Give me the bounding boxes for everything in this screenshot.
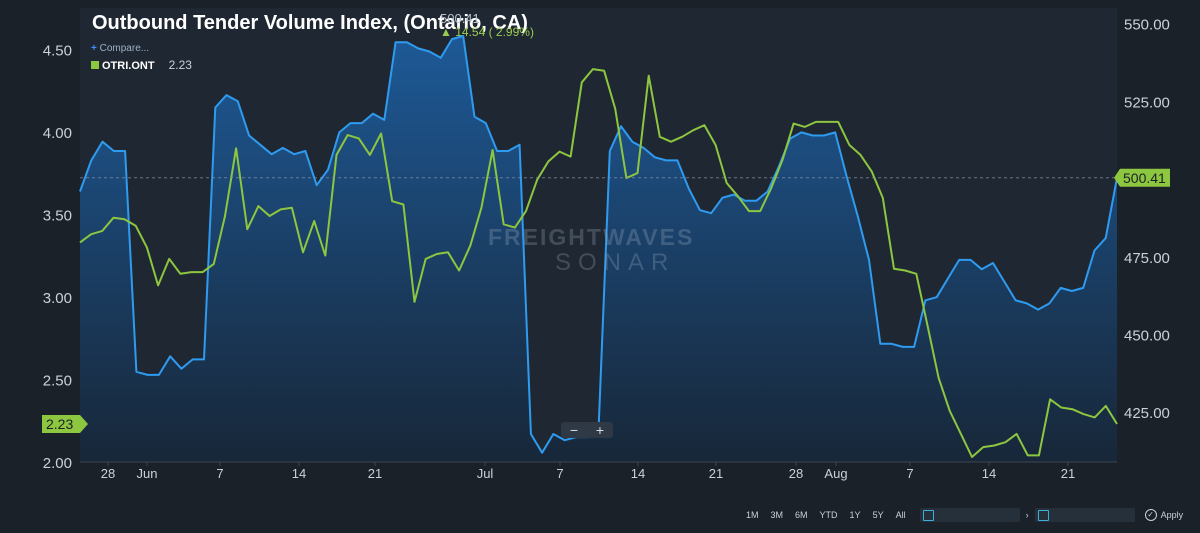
- range-1m-button[interactable]: 1M: [746, 510, 759, 520]
- x-axis-tick-label: 7: [906, 466, 913, 481]
- apply-label: Apply: [1160, 510, 1184, 520]
- left-axis-tick-label: 2.50: [43, 372, 72, 389]
- left-axis-tick-label: 2.00: [43, 455, 72, 472]
- current-price: 500.41: [440, 11, 480, 26]
- x-axis-tick-label: 14: [292, 466, 306, 481]
- price-change: ▲ 14.54 ( 2.99%): [440, 25, 534, 39]
- zoom-out-button[interactable]: −: [569, 422, 579, 438]
- x-axis-tick-label: 21: [368, 466, 382, 481]
- check-icon: ✓: [1144, 509, 1157, 521]
- range-5y-button[interactable]: 5Y: [872, 510, 884, 520]
- range-all-button[interactable]: All: [895, 510, 906, 520]
- left-axis-tick-label: 4.50: [43, 42, 72, 59]
- legend-series-label: OTRI.ONT: [102, 60, 155, 72]
- x-axis-tick-label: 28: [789, 466, 803, 481]
- compare-button[interactable]: + Compare...: [91, 43, 149, 54]
- watermark-line1: FREIGHTWAVES: [488, 224, 695, 250]
- right-axis-tick-label: 550.00: [1124, 17, 1170, 34]
- x-axis-tick-label: 28: [101, 466, 115, 481]
- watermark-line2: SONAR: [554, 249, 676, 276]
- zoom-control: − +: [561, 422, 613, 438]
- chart-title: Outbound Tender Volume Index, (Ontario, …: [92, 12, 528, 34]
- compare-label: Compare...: [99, 43, 150, 54]
- right-axis-tick-label: 525.00: [1124, 94, 1170, 111]
- series-line-1: [79, 68, 1118, 458]
- right-axis-tick-label: 450.00: [1124, 328, 1170, 345]
- x-axis-tick-label: Aug: [824, 466, 847, 481]
- legend-series-value: 2.23: [168, 58, 192, 72]
- left-last-value-text: 2.23: [46, 416, 73, 432]
- x-axis-tick-label: 7: [556, 466, 563, 481]
- apply-button[interactable]: ✓ Apply: [1144, 509, 1184, 521]
- legend-series-otri[interactable]: OTRI.ONT 2.23: [91, 58, 192, 72]
- range-3m-button[interactable]: 3M: [770, 510, 784, 520]
- x-axis-tick-label: 21: [709, 466, 723, 481]
- watermark: FREIGHTWAVES SONAR: [488, 224, 694, 277]
- chevron-right-icon: ›: [1025, 510, 1029, 520]
- right-last-value-text: 500.41: [1123, 170, 1166, 186]
- x-axis-tick-label: 7: [216, 466, 223, 481]
- price-change-value: 14.54 ( 2.99%): [455, 25, 534, 39]
- right-axis-tick-label: 475.00: [1124, 250, 1170, 267]
- legend-swatch: [91, 61, 99, 69]
- x-axis-tick-label: 14: [982, 466, 996, 481]
- left-axis-tick-label: 4.00: [43, 125, 72, 142]
- start-date-input[interactable]: [919, 508, 1020, 522]
- calendar-icon: [922, 510, 934, 521]
- up-arrow-icon: ▲: [440, 25, 452, 39]
- series-area-0: [80, 36, 1117, 462]
- left-axis-tick-label: 3.50: [43, 207, 72, 224]
- calendar-icon: [1037, 510, 1049, 521]
- zoom-in-button[interactable]: +: [595, 422, 605, 438]
- end-date-input[interactable]: [1034, 508, 1135, 522]
- x-axis-tick-label: Jun: [137, 466, 158, 481]
- right-last-value-label: 500.41: [1114, 168, 1170, 187]
- left-last-value-label: 2.23: [42, 415, 88, 434]
- range-toolbar: 1M 3M 6M YTD 1Y 5Y All › ✓ Apply: [740, 506, 1183, 524]
- range-6m-button[interactable]: 6M: [795, 510, 808, 520]
- x-axis-tick-label: Jul: [477, 466, 494, 481]
- x-axis-tick-label: 14: [631, 466, 645, 481]
- right-axis-tick-label: 425.00: [1124, 405, 1170, 422]
- x-axis-tick-label: 21: [1061, 466, 1075, 481]
- range-ytd-button[interactable]: YTD: [819, 510, 838, 520]
- plus-icon: +: [91, 43, 97, 54]
- range-1y-button[interactable]: 1Y: [849, 510, 861, 520]
- left-axis-tick-label: 3.00: [43, 290, 72, 307]
